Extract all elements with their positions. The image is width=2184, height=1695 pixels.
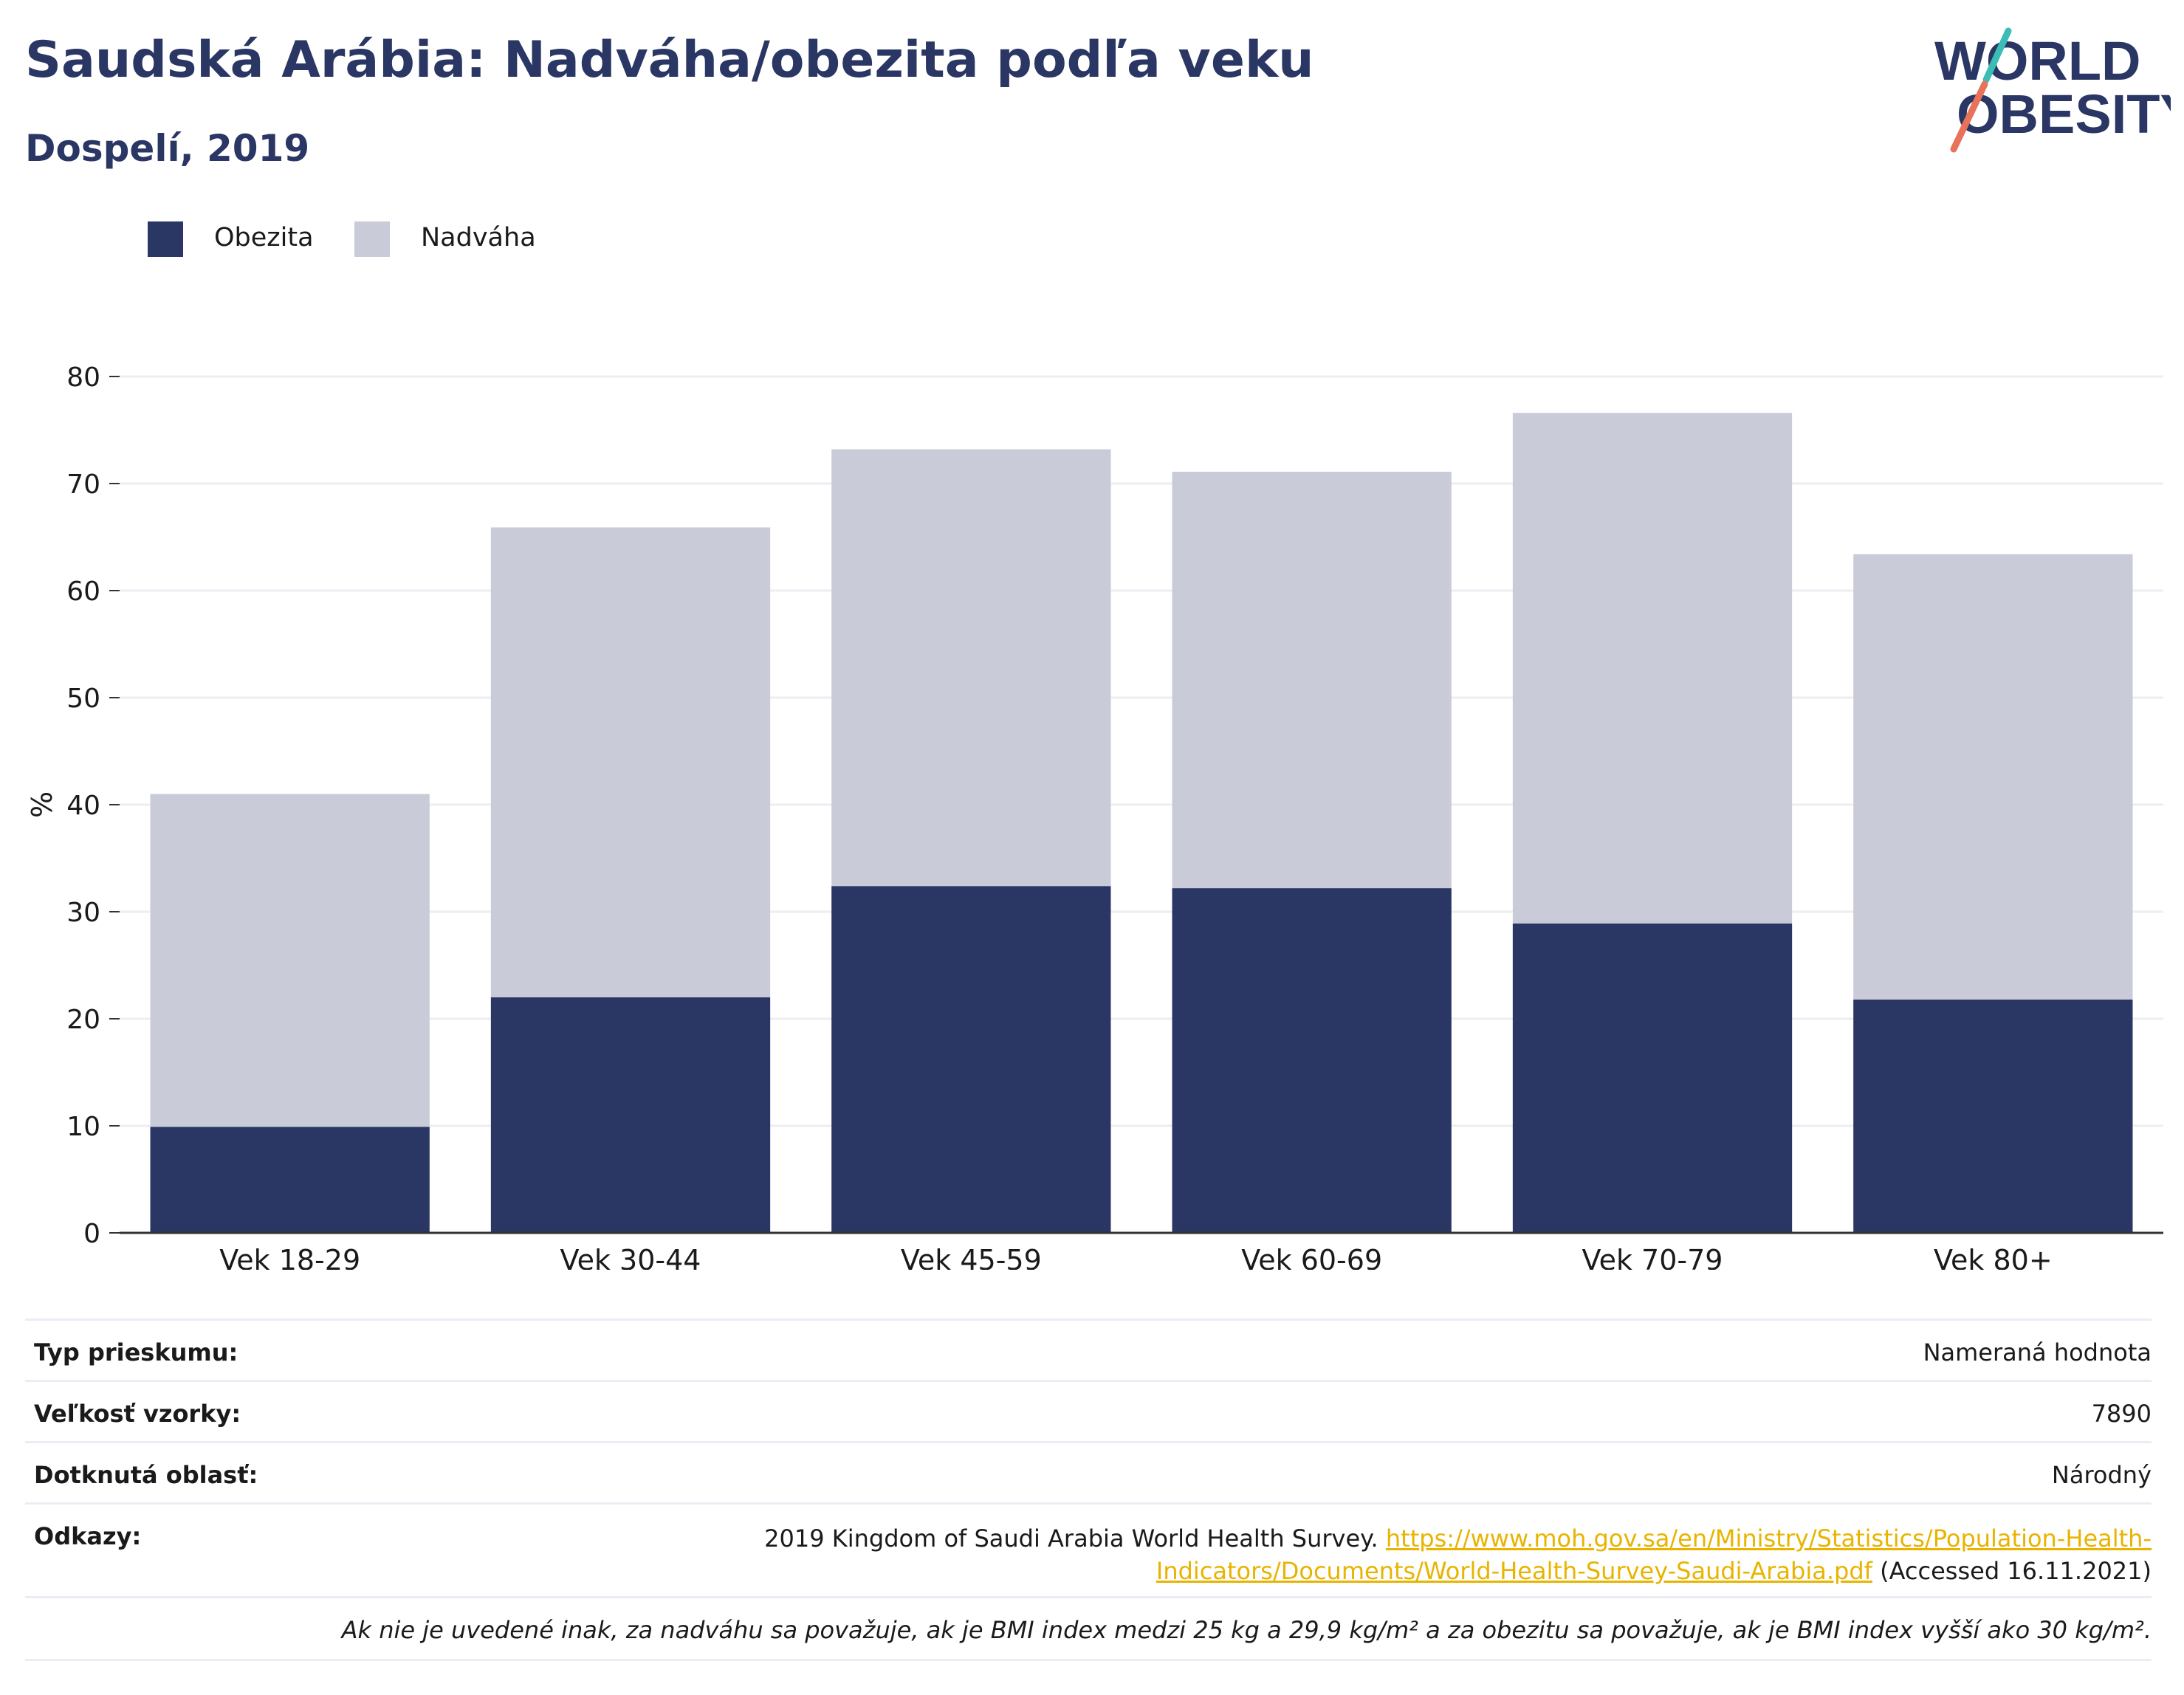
bar-obezita-5 [1853, 999, 2133, 1233]
ytick-label-60: 60 [66, 577, 100, 607]
axes: 0 10 20 30 40 50 60 70 80% Vek 18-29 Vek 30-44 Vek … [26, 362, 2163, 1270]
bar-nadváha-2 [831, 449, 1111, 887]
ytick-label-30: 30 [66, 898, 100, 928]
sample-size-value: 7890 [2091, 1400, 2152, 1428]
xtick-label-1: Vek 30-44 [560, 1244, 701, 1270]
bar-obezita-1 [490, 997, 771, 1233]
bar-nadváha-3 [1172, 472, 1452, 889]
xtick-label-3: Vek 60-69 [1241, 1244, 1382, 1270]
stacked-bar-chart: 0 10 20 30 40 50 60 70 80% Vek 18-29 Vek 30-44 Vek … [26, 362, 2163, 1270]
references-line1: 2019 Kingdom of Saudi Arabia World Healt… [764, 1522, 2152, 1555]
chart-title: Saudská Arábia: Nadváha/obezita podľa ve… [25, 31, 1314, 89]
references-text: 2019 Kingdom of Saudi Arabia World Healt… [764, 1524, 1378, 1553]
ytick-label-40: 40 [66, 791, 100, 821]
ytick-label-70: 70 [66, 470, 100, 500]
area-value: Národný [2051, 1461, 2152, 1489]
xtick-label-0: Vek 18-29 [219, 1244, 360, 1270]
survey-type-value: Nameraná hodnota [1923, 1338, 2152, 1366]
ytick-label-80: 80 [66, 362, 100, 393]
info-row-references: Odkazy: 2019 Kingdom of Saudi Arabia Wor… [25, 1502, 2152, 1596]
references-line2: Indicators/Documents/World-Health-Survey… [764, 1555, 2152, 1587]
bar-obezita-3 [1172, 888, 1452, 1233]
references-link-part1[interactable]: https://www.moh.gov.sa/en/Ministry/Stati… [1385, 1524, 2152, 1553]
bar-obezita-2 [831, 886, 1111, 1233]
references-label: Odkazy: [34, 1522, 142, 1550]
ytick-label-0: 0 [83, 1219, 100, 1249]
xtick-label-5: Vek 80+ [1934, 1244, 2053, 1270]
bar-nadváha-5 [1853, 554, 2133, 1000]
logo-line1: WORLD [1934, 30, 2141, 92]
legend-label-nadvaha: Nadváha [421, 223, 536, 252]
info-row-survey-type: Typ prieskumu: Nameraná hodnota [25, 1318, 2152, 1380]
footnote: Ak nie je uvedené inak, za nadváhu sa po… [341, 1616, 2152, 1644]
bar-obezita-4 [1512, 923, 1793, 1233]
ytick-label-10: 10 [66, 1112, 100, 1142]
logo-slash-bottom [1950, 80, 1988, 153]
bar-obezita-0 [150, 1127, 430, 1233]
info-row-footnote: Ak nie je uvedené inak, za nadváhu sa po… [25, 1596, 2152, 1661]
info-row-area: Dotknutá oblasť: Národný [25, 1441, 2152, 1502]
legend-label-obezita: Obezita [214, 223, 314, 252]
bar-nadváha-1 [490, 527, 771, 997]
bar-nadváha-0 [150, 794, 430, 1127]
references-accessed: (Accessed 16.11.2021) [1880, 1557, 2152, 1585]
legend-swatch-nadvaha [354, 221, 390, 257]
ytick-label-20: 20 [66, 1005, 100, 1035]
references-value: 2019 Kingdom of Saudi Arabia World Healt… [764, 1522, 2152, 1587]
world-obesity-logo: WORLD OBESITY [1934, 27, 2171, 153]
chart-subtitle: Dospelí, 2019 [25, 127, 310, 170]
info-table: Typ prieskumu: Nameraná hodnota Veľkosť … [25, 1318, 2152, 1661]
bar-nadváha-4 [1512, 413, 1793, 924]
bars [150, 413, 2133, 1233]
area-label: Dotknutá oblasť: [34, 1461, 258, 1489]
y-axis-label: % [26, 791, 58, 818]
info-row-sample-size: Veľkosť vzorky: 7890 [25, 1380, 2152, 1441]
legend-swatch-obezita [148, 221, 183, 257]
ytick-label-50: 50 [66, 684, 100, 714]
survey-type-label: Typ prieskumu: [34, 1338, 238, 1366]
logo-slash-top [1982, 27, 2012, 83]
logo-line2: OBESITY [1957, 83, 2171, 145]
sample-size-label: Veľkosť vzorky: [34, 1400, 241, 1428]
xtick-label-2: Vek 45-59 [901, 1244, 1042, 1270]
grid-lines [120, 375, 2163, 1127]
xtick-label-4: Vek 70-79 [1582, 1244, 1723, 1270]
references-link-part2[interactable]: Indicators/Documents/World-Health-Survey… [1155, 1557, 1872, 1585]
